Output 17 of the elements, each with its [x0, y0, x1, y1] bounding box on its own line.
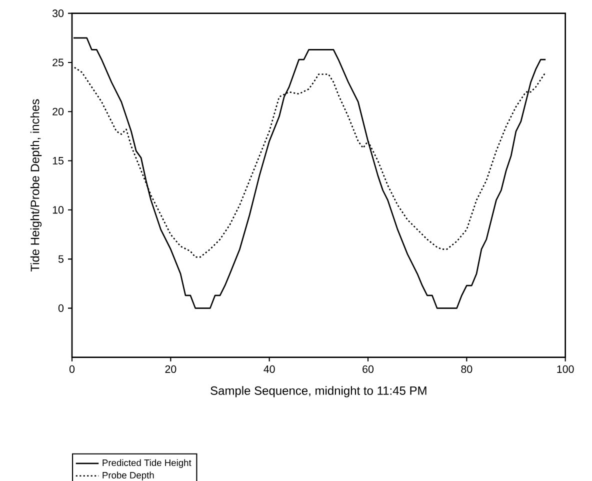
y-tick-label: 25 [52, 58, 64, 66]
legend-label: Predicted Tide Height [102, 459, 192, 468]
y-tick-label: 30 [52, 9, 64, 17]
y-tick-label: 10 [52, 206, 64, 214]
y-tick-label: 20 [52, 108, 64, 116]
x-tick-label: 40 [264, 365, 275, 373]
x-tick-label: 20 [165, 365, 176, 373]
y-tick-label: 0 [58, 304, 64, 312]
legend-label: Probe Depth [102, 472, 154, 480]
y-tick-label: 15 [52, 156, 64, 164]
x-axis-title: Sample Sequence, midnight to 11:45 PM [210, 386, 426, 398]
x-tick-label: 0 [69, 365, 75, 373]
x-tick-label: 80 [461, 365, 472, 373]
x-tick-label: 100 [557, 365, 574, 373]
x-tick-label: 60 [362, 365, 374, 373]
y-axis-title: Tide Height/Probe Depth, inches [30, 99, 42, 272]
y-tick-label: 5 [58, 255, 64, 263]
